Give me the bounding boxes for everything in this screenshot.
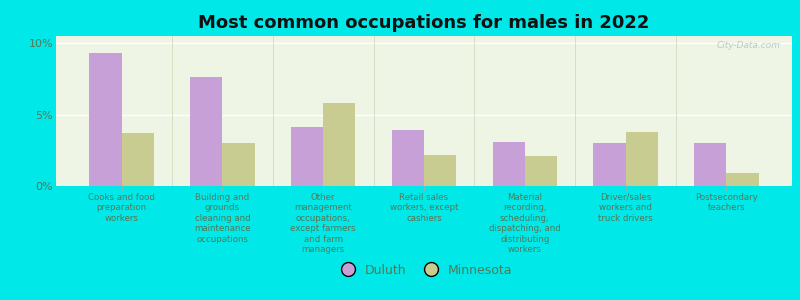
Bar <box>90 53 122 186</box>
Bar <box>122 133 154 186</box>
Bar <box>694 143 726 186</box>
Bar <box>190 77 222 186</box>
Bar <box>525 156 557 186</box>
Text: City-Data.com: City-Data.com <box>717 40 781 50</box>
Bar <box>493 142 525 186</box>
Bar <box>424 154 456 186</box>
Legend: Duluth, Minnesota: Duluth, Minnesota <box>331 259 517 282</box>
Bar <box>222 143 254 186</box>
Bar <box>392 130 424 186</box>
Bar <box>291 128 323 186</box>
Bar <box>726 173 758 186</box>
Bar <box>594 143 626 186</box>
Title: Most common occupations for males in 2022: Most common occupations for males in 202… <box>198 14 650 32</box>
Bar <box>323 103 355 186</box>
Bar <box>626 132 658 186</box>
